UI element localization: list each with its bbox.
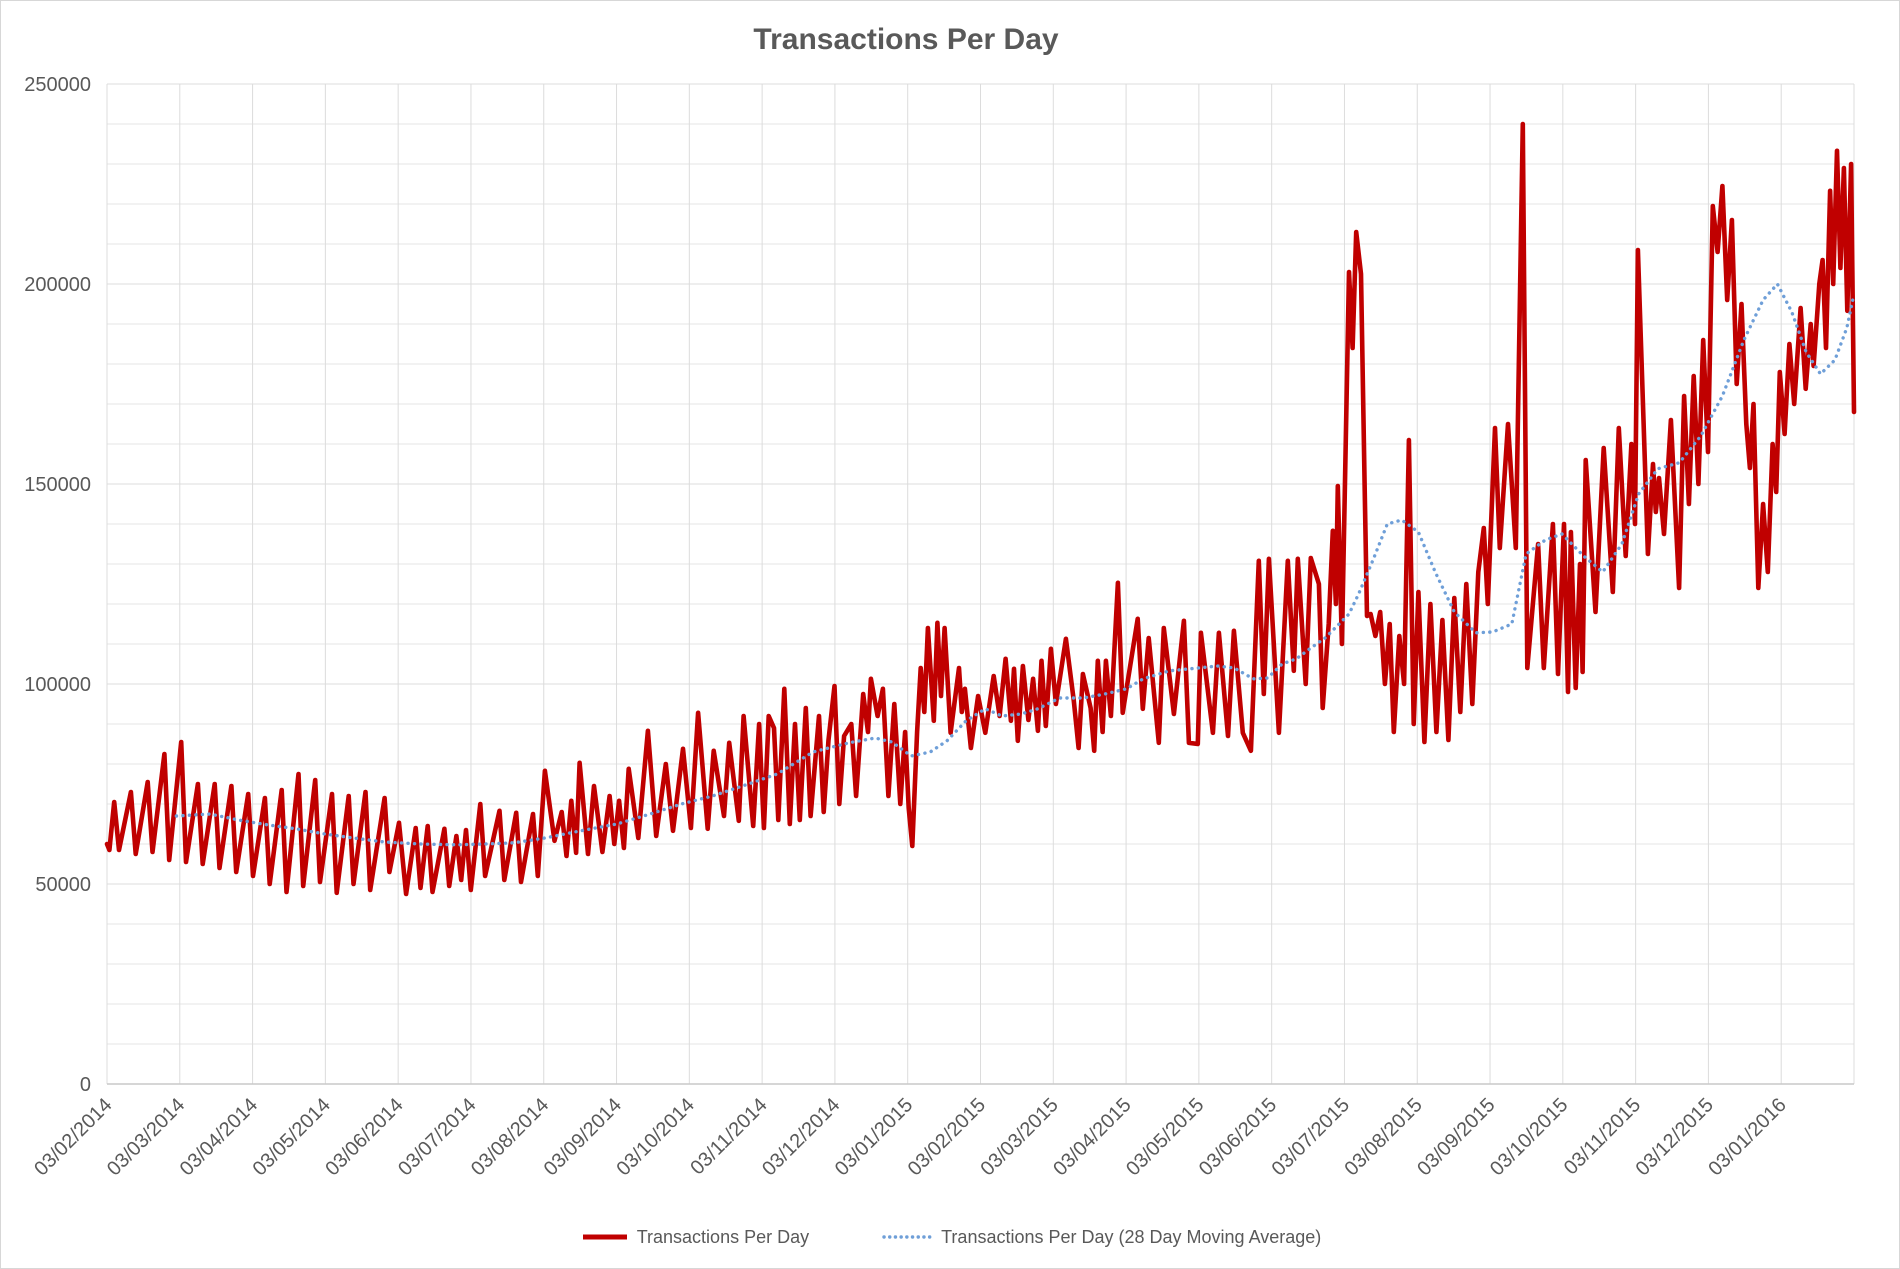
x-tick-label: 03/02/2014 (30, 1094, 116, 1180)
data-series (104, 121, 1857, 897)
y-tick-label: 0 (80, 1074, 91, 1096)
x-tick-label: 03/06/2014 (321, 1094, 407, 1180)
x-tick-label: 03/01/2015 (831, 1094, 917, 1180)
x-tick-label: 03/07/2014 (394, 1094, 480, 1180)
chart-title: Transactions Per Day (753, 23, 1059, 56)
x-tick-label: 03/07/2015 (1268, 1094, 1354, 1180)
x-tick-label: 03/05/2014 (249, 1094, 335, 1180)
x-tick-label: 03/04/2015 (1049, 1094, 1135, 1180)
legend: Transactions Per Day Transactions Per Da… (1, 1217, 1899, 1257)
legend-label: Transactions Per Day (28 Day Moving Aver… (941, 1226, 1322, 1247)
x-tick-label: 03/05/2015 (1122, 1094, 1208, 1180)
x-tick-label: 03/06/2015 (1195, 1094, 1281, 1180)
y-axis-tick-labels: 0 50000 100000 150000 200000 250000 (24, 74, 91, 1096)
x-tick-label: 03/08/2015 (1340, 1094, 1426, 1180)
x-tick-label: 03/12/2014 (758, 1094, 844, 1180)
legend-swatch-dotted-line (882, 1235, 933, 1239)
y-tick-label: 100000 (24, 674, 91, 696)
transactions-line (104, 121, 1857, 897)
x-tick-label: 03/01/2016 (1704, 1094, 1790, 1180)
x-tick-label: 03/02/2015 (904, 1094, 990, 1180)
x-tick-label: 03/10/2015 (1486, 1094, 1572, 1180)
y-tick-label: 50000 (35, 874, 91, 896)
x-tick-label: 03/09/2015 (1413, 1094, 1499, 1180)
x-tick-label: 03/09/2014 (540, 1094, 626, 1180)
x-tick-label: 03/03/2014 (103, 1094, 189, 1180)
legend-item-transactions: Transactions Per Day (581, 1227, 809, 1248)
y-tick-label: 200000 (24, 274, 91, 296)
moving-average-line (174, 282, 1856, 847)
legend-swatch-solid-line (582, 1234, 627, 1240)
y-tick-label: 150000 (24, 474, 91, 496)
x-axis-tick-labels: 03/02/201403/03/201403/04/201403/05/2014… (30, 1094, 1791, 1180)
x-tick-label: 03/10/2014 (613, 1094, 699, 1180)
x-tick-label: 03/03/2015 (976, 1094, 1062, 1180)
y-tick-label: 250000 (24, 74, 91, 96)
x-tick-label: 03/08/2014 (467, 1094, 553, 1180)
x-tick-label: 03/04/2014 (176, 1094, 262, 1180)
gridlines-major (106, 83, 1855, 1085)
x-tick-label: 03/12/2015 (1632, 1094, 1718, 1180)
legend-item-moving-average: Transactions Per Day (28 Day Moving Aver… (881, 1227, 1321, 1248)
legend-label: Transactions Per Day (636, 1226, 810, 1247)
